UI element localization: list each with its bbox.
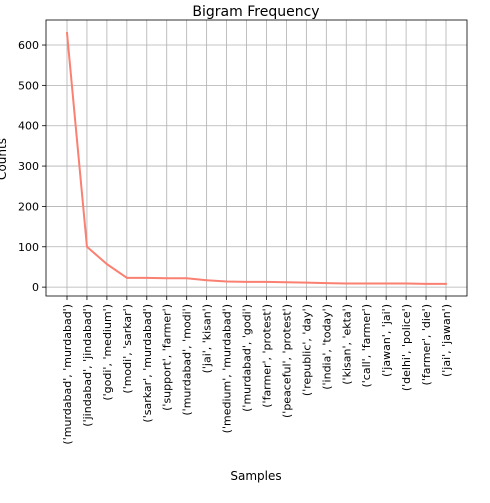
x-tick-label: ('farmer', 'protest') xyxy=(260,304,273,408)
x-tick-label: ('support', 'farmer') xyxy=(161,304,174,411)
data-point xyxy=(325,282,328,285)
x-tick-label: ('murdabad', 'modi') xyxy=(181,304,194,416)
y-tick-label: 400 xyxy=(18,120,39,133)
y-tick-label: 300 xyxy=(18,160,39,173)
x-axis-label: Samples xyxy=(230,469,281,483)
data-point xyxy=(285,281,288,284)
chart-title: Bigram Frequency xyxy=(192,4,319,20)
grid-lines xyxy=(46,20,467,296)
y-tick-label: 0 xyxy=(32,281,39,294)
x-tick-label: ('modi', 'sarkar') xyxy=(121,304,134,394)
x-tick-label: ('godi', 'medium') xyxy=(101,304,114,401)
y-tick-label: 200 xyxy=(18,200,39,213)
data-point xyxy=(145,276,148,279)
x-tick-label: ('jai', 'kisan') xyxy=(201,304,214,373)
data-point xyxy=(265,280,268,283)
data-point xyxy=(425,282,428,285)
data-point xyxy=(245,280,248,283)
data-point xyxy=(85,245,88,248)
data-point xyxy=(365,282,368,285)
data-point xyxy=(165,277,168,280)
plot-frame xyxy=(45,19,468,297)
y-tick-label: 500 xyxy=(18,79,39,92)
data-point xyxy=(445,282,447,285)
x-tick-label: ('jai', 'jawan') xyxy=(440,304,453,377)
y-axis-label: Counts xyxy=(0,138,9,180)
data-point xyxy=(205,279,208,282)
x-tick-label: ('republic', 'day') xyxy=(300,304,313,396)
x-tick-label: ('sarkar', 'murdabad') xyxy=(141,304,154,423)
data-point xyxy=(345,282,348,285)
data-point xyxy=(105,263,108,266)
x-tick-label: ('murdabad', 'godi') xyxy=(241,304,254,412)
data-point xyxy=(66,31,68,34)
x-tick-label: ('call', 'farmer') xyxy=(360,304,373,388)
x-tick-label: ('murdabad', 'murdabad') xyxy=(61,304,74,445)
x-tick-label: ('delhi', 'police') xyxy=(400,304,413,391)
x-tick-label: ('medium', 'murdabad') xyxy=(221,304,234,433)
y-tick-label: 100 xyxy=(18,241,39,254)
data-point xyxy=(385,282,388,285)
x-tick-label: ('peaceful', 'protest') xyxy=(280,304,293,418)
x-tick-labels: ('murdabad', 'murdabad') ('jindabad', 'ji… xyxy=(61,304,453,445)
axes xyxy=(42,19,468,300)
x-tick-label: ('kisan', 'ekta') xyxy=(340,304,353,385)
data-point xyxy=(305,281,308,284)
data-point xyxy=(225,280,228,283)
x-tick-label: ('jindabad', 'jindabad') xyxy=(81,304,94,427)
y-tick-labels: 0 100 200 300 400 500 600 xyxy=(18,39,39,294)
y-tick-label: 600 xyxy=(18,39,39,52)
x-tick-label: ('jawan', 'jai') xyxy=(380,304,393,377)
x-tick-label: ('farmer', 'die') xyxy=(420,304,433,385)
data-point xyxy=(125,276,128,279)
data-series xyxy=(66,31,447,285)
data-point xyxy=(185,277,188,280)
x-tick-label: ('india', 'today') xyxy=(320,304,333,390)
series-line xyxy=(66,31,447,285)
data-point xyxy=(405,282,408,285)
